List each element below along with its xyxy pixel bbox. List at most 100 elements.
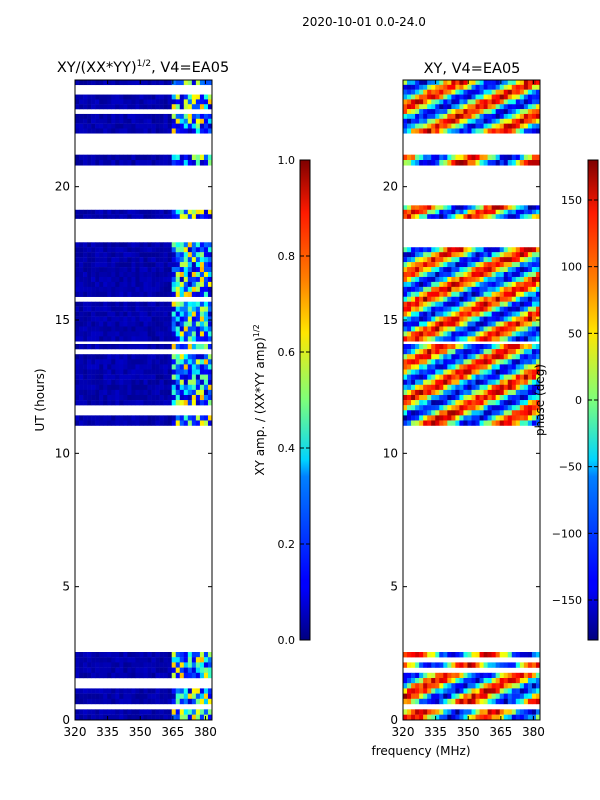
phase-heatmap-cell [439, 113, 444, 119]
phase-heatmap-cell [455, 316, 460, 322]
amp-heatmap-cell [195, 415, 201, 421]
phase-heatmap-cell [435, 688, 440, 694]
phase-heatmap-cell [499, 400, 505, 406]
phase-heatmap-cell [479, 267, 484, 273]
amp-heatmap-cell [167, 286, 173, 293]
amp-heatmap-cell [171, 652, 177, 658]
phase-heatmap-cell [447, 410, 452, 416]
phase-heatmap-cell [523, 410, 529, 416]
phase-heatmap-cell [439, 394, 444, 401]
amp-heatmap-cell [83, 698, 88, 705]
amp-heatmap-cell [187, 354, 193, 360]
phase-heatmap-cell [451, 306, 456, 312]
amp-heatmap-cell [167, 321, 173, 327]
phase-heatmap-cell [499, 272, 505, 278]
phase-heatmap-cell [487, 693, 492, 699]
amp-heatmap-cell [207, 344, 212, 350]
amp-heatmap-cell [123, 698, 128, 705]
amp-heatmap-cell [135, 252, 140, 258]
phase-heatmap-cell [479, 272, 484, 278]
phase-heatmap-cell [443, 209, 448, 215]
phase-heatmap-cell [407, 291, 412, 297]
phase-heatmap-cell [519, 354, 525, 360]
amp-heatmap-cell [123, 316, 128, 322]
phase-heatmap-cell [459, 214, 464, 219]
amp-heatmap-cell [151, 344, 156, 350]
amp-heatmap-cell [75, 209, 80, 215]
phase-heatmap-cell [411, 331, 416, 337]
amp-heatmap-cell [127, 272, 132, 278]
phase-heatmap-cell [487, 99, 492, 105]
phase-heatmap-cell [475, 709, 480, 715]
amp-heatmap-cell [75, 311, 80, 317]
amp-heatmap-cell [179, 667, 185, 673]
amp-heatmap-cell [171, 286, 177, 293]
amp-heatmap-cell [131, 306, 136, 312]
phase-heatmap-cell [431, 205, 436, 210]
amp-heatmap-cell [163, 331, 168, 337]
amp-heatmap-cell [123, 354, 128, 360]
amp-heatmap-cell [195, 286, 201, 293]
amp-heatmap-cell [175, 286, 181, 293]
amp-heatmap-cell [99, 80, 104, 86]
amp-heatmap-cell [139, 272, 144, 278]
phase-heatmap-cell [459, 389, 464, 396]
phase-heatmap-cell [519, 252, 525, 258]
amp-heatmap-cell [159, 384, 164, 391]
phase-heatmap-cell [503, 80, 509, 86]
phase-heatmap-cell [527, 311, 533, 317]
phase-heatmap-cell [451, 331, 456, 337]
amp-heatmap-cell [171, 252, 177, 258]
phase-heatmap-cell [495, 354, 501, 360]
phase-heatmap-cell [459, 662, 464, 668]
phase-heatmap-cell [427, 286, 432, 293]
amp-heatmap-cell [155, 326, 160, 332]
phase-heatmap-cell [451, 379, 456, 385]
amp-heatmap-cell [203, 257, 209, 263]
phase-heatmap-cell [487, 709, 492, 715]
amp-heatmap-cell [175, 321, 181, 327]
phase-heatmap-cell [403, 331, 408, 337]
amp-heatmap-cell [127, 688, 132, 694]
amp-heatmap-cell [123, 262, 128, 268]
phase-heatmap-cell [507, 113, 513, 119]
phase-heatmap-cell [531, 326, 537, 332]
amp-heatmap-cell [91, 306, 96, 312]
amp-heatmap-cell [159, 326, 164, 332]
phase-heatmap-cell [499, 652, 505, 658]
phase-heatmap-cell [519, 683, 525, 689]
amp-heatmap-cell [95, 709, 100, 715]
phase-heatmap-cell [415, 89, 420, 95]
amp-heatmap-cell [163, 667, 168, 673]
amp-heatmap-cell [115, 331, 120, 337]
phase-heatmap-cell [455, 123, 460, 129]
phase-heatmap-cell [507, 154, 513, 161]
phase-heatmap-cell [475, 662, 480, 668]
phase-heatmap-cell [519, 123, 525, 129]
phase-heatmap-cell [475, 415, 480, 421]
amp-heatmap-cell [203, 272, 209, 278]
phase-heatmap-cell [455, 272, 460, 278]
amp-heatmap-cell [75, 326, 80, 332]
amp-heatmap-cell [115, 128, 120, 134]
amp-heatmap-cell [171, 344, 177, 350]
amp-heatmap-cell [123, 359, 128, 365]
amp-heatmap-cell [151, 306, 156, 312]
amp-heatmap-cell [171, 379, 177, 385]
amp-heatmap-cell [75, 415, 80, 421]
phase-heatmap-cell [411, 296, 416, 302]
phase-heatmap-cell [491, 698, 496, 705]
phase-heatmap-cell [443, 678, 448, 684]
phase-heatmap-cell [523, 301, 529, 307]
phase-heatmap-cell [519, 359, 525, 365]
amp-heatmap-cell [91, 291, 96, 297]
amp-heatmap-cell [195, 394, 201, 401]
phase-heatmap-cell [443, 683, 448, 689]
amp-cbar-tick-label: 1.0 [278, 154, 296, 167]
phase-heatmap-cell [443, 113, 448, 119]
amp-heatmap-cell [111, 709, 116, 715]
phase-heatmap-cell [531, 80, 537, 86]
amp-heatmap-cell [199, 209, 205, 215]
amp-heatmap-cell [187, 247, 193, 253]
amp-heatmap-cell [127, 113, 132, 119]
